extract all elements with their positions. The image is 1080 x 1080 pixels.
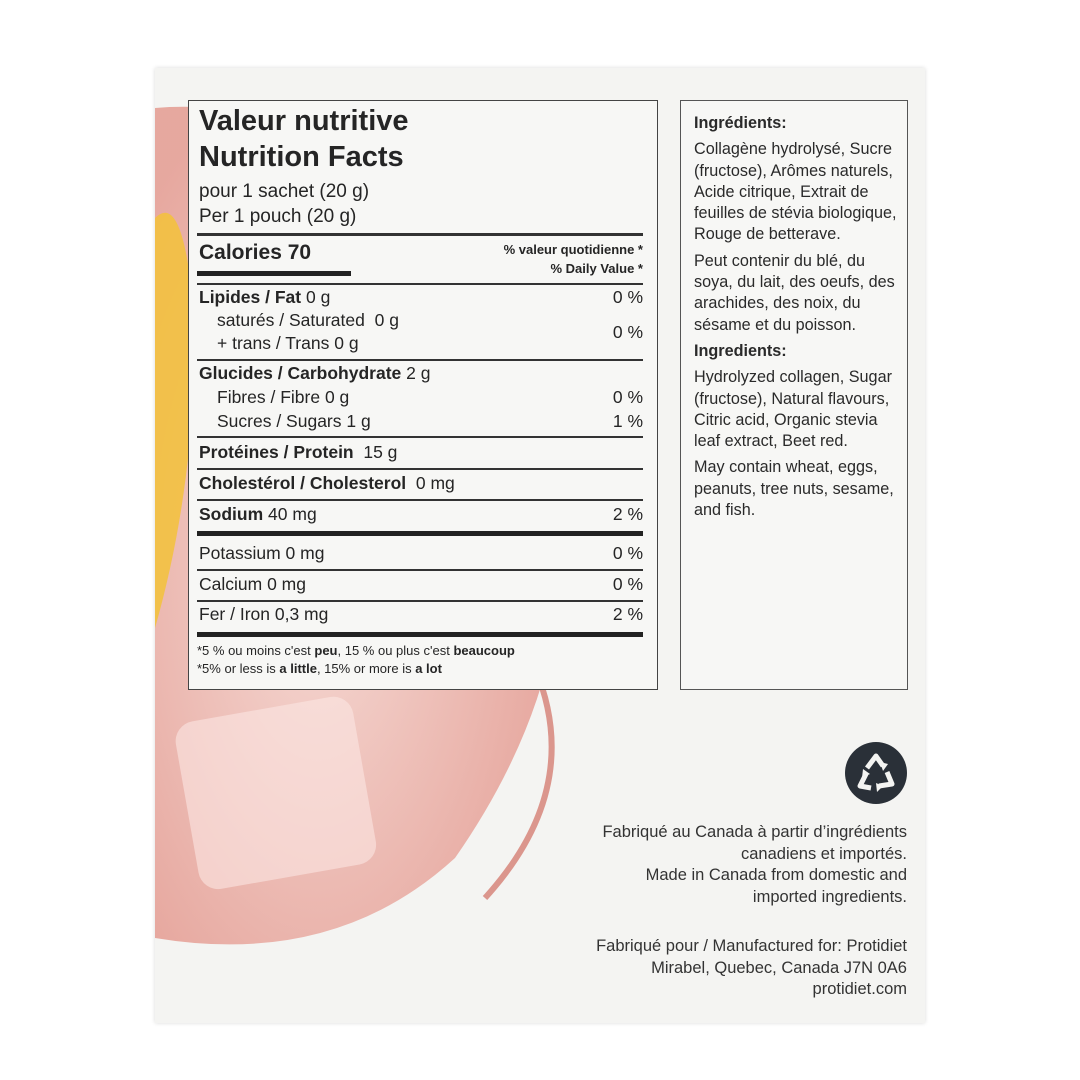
origin-statement: Fabriqué au Canada à partir d’ingrédient…	[602, 822, 907, 908]
calcium: Calcium 0 mg	[199, 574, 306, 594]
manufacturer-address: Mirabel, Quebec, Canada J7N 0A6	[651, 958, 907, 977]
carb-label: Glucides / Carbohydrate	[199, 363, 402, 383]
carb-amount: 2 g	[406, 363, 431, 383]
origin-en-line2: imported ingredients.	[752, 887, 907, 906]
divider	[197, 283, 643, 285]
title-en: Nutrition Facts	[199, 141, 404, 173]
ingredients-heading-fr: Ingrédients:	[694, 114, 787, 132]
sugars-dv: 1 %	[612, 411, 643, 431]
fibre-amount: 0 g	[324, 387, 350, 407]
title-fr: Valeur nutritive	[199, 105, 409, 137]
thick-divider	[197, 632, 643, 637]
divider	[197, 569, 643, 571]
recycle-icon	[845, 742, 907, 804]
thick-divider	[197, 531, 643, 536]
calcium-dv: 0 %	[612, 574, 643, 594]
divider	[197, 233, 643, 236]
potassium-dv: 0 %	[612, 543, 643, 563]
dv-en: % Daily Value *	[550, 261, 644, 276]
ingredients-heading-en: Ingredients:	[694, 341, 787, 360]
chol-amount: 0 mg	[415, 473, 455, 493]
dv-fr: % valeur quotidienne *	[503, 242, 643, 257]
manufacturer-website: protidiet.com	[812, 980, 907, 998]
potassium: Potassium 0 mg	[199, 543, 325, 563]
origin-fr-line1: Fabriqué au Canada à partir d’ingrédient…	[602, 823, 907, 841]
fibre-label: Fibres / Fibre	[217, 387, 321, 407]
trans-amount: 0 g	[334, 333, 359, 353]
protein-amount: 15 g	[363, 442, 398, 462]
fat-amount: 0 g	[305, 287, 331, 307]
sat-amount: 0 g	[374, 310, 399, 330]
divider	[197, 468, 643, 470]
manufacturer-line1: Fabriqué pour / Manufactured for: Protid…	[596, 937, 907, 955]
sodium-dv: 2 %	[612, 504, 643, 524]
manufacturer-info: Fabriqué pour / Manufactured for: Protid…	[596, 936, 907, 1001]
sugars-amount: 1 g	[346, 411, 371, 431]
divider	[197, 499, 643, 501]
iron-dv: 2 %	[612, 604, 643, 624]
protein-label: Protéines / Protein	[199, 442, 354, 462]
chol-label: Cholestérol / Cholesterol	[199, 473, 407, 493]
divider	[197, 359, 643, 361]
ingredients-list-en: Hydrolyzed collagen, Sugar (fructose), N…	[694, 368, 892, 451]
allergens-fr: Peut contenir du blé, du soya, du lait, …	[694, 251, 895, 334]
serving-fr: pour 1 sachet (20 g)	[199, 181, 370, 202]
sat-label: saturés / Saturated	[217, 310, 365, 330]
nutrition-facts-panel: Valeur nutritive Nutrition Facts pour 1 …	[188, 100, 658, 690]
origin-en-line1: Made in Canada from domestic and	[645, 866, 907, 884]
fat-label: Lipides / Fat	[199, 287, 302, 307]
ingredients-panel: Ingrédients: Collagène hydrolysé, Sucre …	[680, 100, 908, 690]
footnote-en: *5% or less is a little, 15% or more is …	[197, 661, 442, 676]
sugars-label: Sucres / Sugars	[217, 411, 342, 431]
allergens-en: May contain wheat, eggs, peanuts, tree n…	[694, 458, 894, 520]
iron: Fer / Iron 0,3 mg	[199, 604, 329, 624]
calories-underline	[197, 271, 351, 276]
divider	[197, 436, 643, 438]
sodium-amount: 40 mg	[268, 504, 317, 524]
sat-trans-dv: 0 %	[612, 322, 643, 342]
footnote-fr: *5 % ou moins c'est peu, 15 % ou plus c'…	[197, 643, 515, 658]
fat-dv: 0 %	[612, 287, 643, 307]
sodium-label: Sodium	[199, 504, 264, 524]
trans-label: + trans / Trans	[217, 333, 330, 353]
ingredients-list-fr: Collagène hydrolysé, Sucre (fructose), A…	[694, 140, 897, 244]
divider	[197, 600, 643, 602]
fibre-dv: 0 %	[612, 387, 643, 407]
calories: Calories 70	[199, 241, 312, 264]
origin-fr-line2: canadiens et importés.	[740, 844, 907, 863]
serving-en: Per 1 pouch (20 g)	[199, 206, 357, 227]
